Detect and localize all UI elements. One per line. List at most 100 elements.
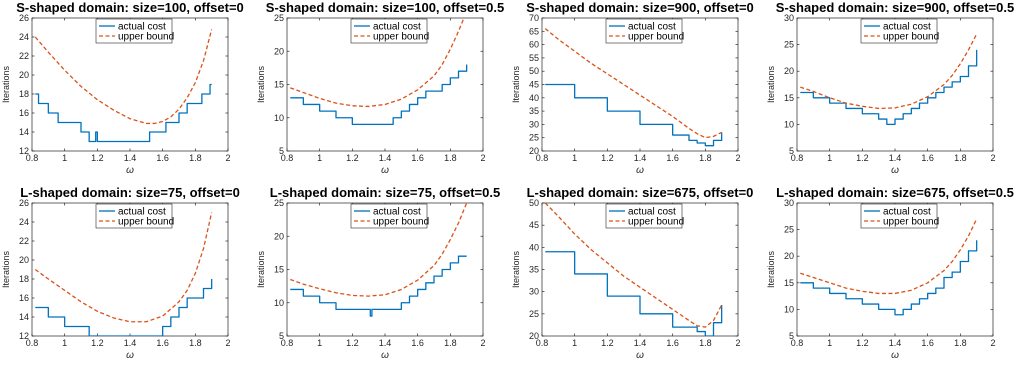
x-tick-label: 1 [827,153,832,163]
x-tick-label: 1.2 [601,338,614,348]
chart-svg: L-shaped domain: size=75, offset=0 0.8 1 1.… [1,185,240,361]
series-line-upper-bound [800,33,978,110]
legend-label: upper bound [628,216,684,227]
y-tick-label: 50 [529,198,539,208]
y-tick-label: 15 [784,278,794,288]
x-tick-label: 1.4 [124,338,137,348]
y-tick-label: 26 [19,198,29,208]
x-tick-label: 1 [572,338,577,348]
y-tick-label: 20 [529,146,539,156]
x-tick-label: 0.8 [281,153,294,163]
legend-label: upper bound [373,31,429,42]
legend-box [95,18,173,44]
chart-title: L-shaped domain: size=675, offset=0.5 [776,185,1014,200]
series-line-actual-cost [35,279,213,336]
x-axis-label: ω [891,165,899,176]
chart-svg: S-shaped domain: size=900, offset=0.5 0.8… [766,0,1014,176]
y-tick-label: 26 [19,13,29,23]
y-tick-label: 5 [789,331,794,341]
series-line-upper-bound [800,218,978,295]
x-tick-label: 1.2 [601,153,614,163]
x-tick-label: 2 [480,338,485,348]
x-axis-label: ω [891,350,899,361]
y-tick-label: 25 [529,309,539,319]
series-line-actual-cost [545,83,723,147]
legend-label: actual cost [883,206,931,217]
chart-title: L-shaped domain: size=675, offset=0 [527,185,754,200]
series-line-actual-cost [35,83,212,143]
y-tick-label: 20 [19,70,29,80]
legend-label: upper bound [883,31,939,42]
x-tick-label: 1.2 [346,338,359,348]
x-tick-label: 1.2 [91,153,104,163]
chart-panel: L-shaped domain: size=675, offset=0.5 0.8… [765,185,1020,370]
x-tick-label: 1.6 [156,338,169,348]
chart-panel: L-shaped domain: size=675, offset=0 0.8 1 1… [510,185,765,370]
series-line-actual-cost [290,64,468,126]
x-tick-label: 1.4 [124,153,137,163]
x-axis-label: ω [381,350,389,361]
y-tick-label: 10 [274,298,284,308]
y-tick-label: 16 [19,108,29,118]
y-tick-label: 25 [274,13,284,23]
x-axis-label: ω [636,165,644,176]
y-axis-label: Iterations [256,250,266,288]
x-tick-label: 1.6 [666,153,679,163]
x-tick-label: 1.6 [411,338,424,348]
chart-panel: S-shaped domain: size=900, offset=0 0.8 1 1… [510,0,765,185]
y-axis-label: Iterations [1,65,11,103]
series-line-actual-cost [800,240,978,316]
x-tick-label: 1.8 [699,338,712,348]
y-tick-label: 30 [529,119,539,129]
y-tick-label: 20 [274,231,284,241]
chart-title: S-shaped domain: size=900, offset=0 [526,0,754,15]
series-line-upper-bound [544,28,722,139]
y-tick-label: 40 [529,242,539,252]
chart-svg: L-shaped domain: size=675, offset=0 0.8 1 1… [511,185,754,361]
y-tick-label: 25 [784,40,794,50]
y-tick-label: 25 [529,133,539,143]
chart-panel: L-shaped domain: size=75, offset=0.5 0.8 1… [255,185,510,370]
y-tick-label: 5 [279,331,284,341]
y-tick-label: 12 [19,331,29,341]
x-tick-label: 2 [735,338,740,348]
y-tick-label: 55 [529,53,539,63]
y-tick-label: 60 [529,40,539,50]
y-tick-label: 10 [784,304,794,314]
legend-box [860,18,938,44]
legend-label: actual cost [373,21,421,32]
legend-label: actual cost [628,21,676,32]
x-tick-label: 1 [62,338,67,348]
legend-box [860,203,938,229]
x-axis-label: ω [126,350,134,361]
y-axis-label: Iterations [766,250,776,288]
y-axis-label: Iterations [256,65,266,103]
y-tick-label: 20 [529,331,539,341]
x-tick-label: 1.6 [411,153,424,163]
legend-label: upper bound [118,31,174,42]
y-tick-label: 18 [19,274,29,284]
chart-panel: S-shaped domain: size=900, offset=0.5 0.8… [765,0,1020,185]
x-tick-label: 1 [317,338,322,348]
series-line-upper-bound [34,29,213,125]
y-tick-label: 20 [784,66,794,76]
x-tick-label: 1.4 [634,338,647,348]
y-tick-label: 24 [19,32,29,42]
chart-svg: L-shaped domain: size=675, offset=0.5 0.8… [766,185,1014,361]
legend-label: actual cost [373,206,421,217]
x-tick-label: 1.6 [666,338,679,348]
legend-label: upper bound [628,31,684,42]
x-tick-label: 1.6 [921,338,934,348]
legend-label: actual cost [118,21,166,32]
y-tick-label: 5 [789,146,794,156]
x-tick-label: 1.2 [856,153,869,163]
x-tick-label: 0.8 [536,338,549,348]
chart-svg: L-shaped domain: size=75, offset=0.5 0.8 1… [256,185,500,361]
y-tick-label: 35 [529,265,539,275]
y-tick-label: 45 [529,220,539,230]
